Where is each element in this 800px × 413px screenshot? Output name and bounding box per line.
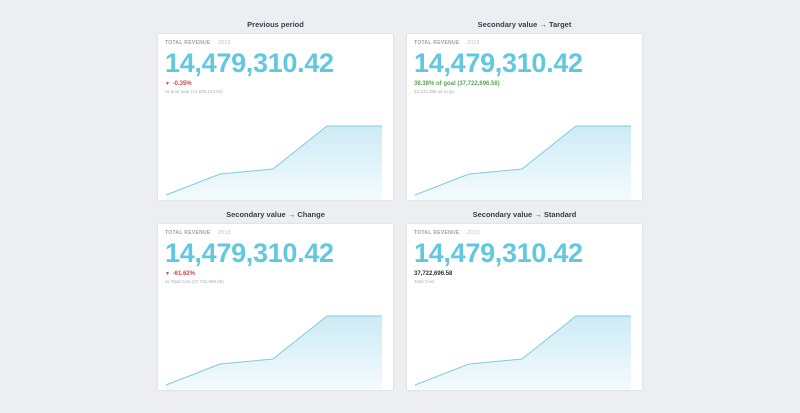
secondary-value: 38.38% of goal (37,722,696.58): [414, 81, 500, 87]
secondary-value: ▼ -61.62%: [165, 271, 195, 277]
secondary-value: ▼ -0.35%: [165, 81, 192, 87]
sparkline-area: [415, 126, 631, 200]
sparkline-area: [415, 316, 631, 390]
card-header: TOTAL REVENUE 2013: [165, 230, 231, 236]
primary-value: 14,479,310.42: [414, 48, 583, 78]
year-label: 2013: [467, 230, 480, 236]
primary-value: 14,479,310.42: [165, 238, 334, 268]
sparkline-line: [165, 125, 382, 196]
primary-value: 14,479,310.42: [414, 238, 583, 268]
card-header: TOTAL REVENUE 2013: [414, 230, 480, 236]
sparkline-line: [414, 315, 631, 386]
triangle-down-icon: ▼: [165, 81, 170, 87]
secondary-subtext: Total Cost: [414, 279, 435, 284]
kpi-card[interactable]: TOTAL REVENUE 2013 14,479,310.42 ▼ -0.35…: [158, 34, 393, 200]
panel-title: Secondary value → Change: [226, 210, 325, 219]
metric-label: TOTAL REVENUE: [414, 40, 460, 46]
metric-label: TOTAL REVENUE: [165, 40, 211, 46]
sparkline-chart: [165, 315, 382, 390]
metric-label: TOTAL REVENUE: [165, 230, 211, 236]
panel-title: Secondary value → Standard: [472, 210, 577, 219]
triangle-down-icon: ▼: [165, 271, 170, 277]
kpi-card[interactable]: TOTAL REVENUE 2013 14,479,310.42 38.38% …: [407, 34, 642, 200]
secondary-value: 37,722,696.58: [414, 271, 453, 277]
primary-value: 14,479,310.42: [165, 48, 334, 78]
sparkline-chart: [414, 315, 631, 390]
metric-label: TOTAL REVENUE: [414, 230, 460, 236]
kpi-card[interactable]: TOTAL REVENUE 2013 14,479,310.42 37,722,…: [407, 224, 642, 390]
sparkline-chart: [414, 125, 631, 200]
kpi-card[interactable]: TOTAL REVENUE 2013 14,479,310.42 ▼ -61.6…: [158, 224, 393, 390]
panel-title: Secondary value → Target: [477, 20, 572, 29]
sparkline-line: [165, 315, 382, 386]
sparkline-line: [414, 125, 631, 196]
change-percent: -61.62%: [172, 271, 195, 277]
sparkline-area: [166, 316, 382, 390]
card-header: TOTAL REVENUE 2013: [165, 40, 231, 46]
card-header: TOTAL REVENUE 2013: [414, 40, 480, 46]
year-label: 2013: [467, 40, 480, 46]
sparkline-area: [166, 126, 382, 200]
secondary-subtext: vs prior year (14,530,104.84): [165, 89, 223, 94]
year-label: 2013: [218, 40, 231, 46]
panel-title: Previous period: [247, 20, 304, 29]
sparkline-chart: [165, 125, 382, 200]
secondary-subtext: vs Total Cost (37,722,696.58): [165, 279, 224, 284]
change-percent: -0.35%: [172, 81, 192, 87]
year-label: 2013: [218, 230, 231, 236]
secondary-subtext: 23,243,386.16 to go: [414, 89, 455, 94]
